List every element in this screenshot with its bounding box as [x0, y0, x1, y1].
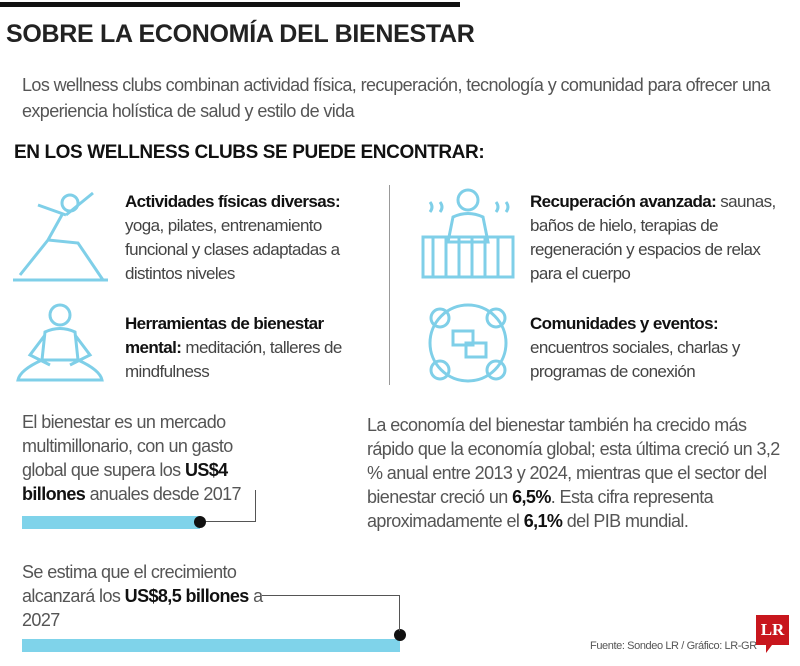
bar-marker — [194, 516, 206, 528]
lr-logo: LR — [756, 615, 789, 653]
leader-line — [262, 595, 400, 631]
feature-community: Comunidades y eventos: encuentros social… — [530, 314, 740, 381]
bar-4-trillion — [22, 516, 200, 529]
leader-line — [206, 490, 256, 522]
bar-8-5-trillion — [22, 639, 400, 652]
community-chat-icon — [428, 303, 508, 383]
bar-marker — [394, 629, 406, 641]
divider — [389, 185, 390, 385]
source-note: Fuente: Sondeo LR / Gráfico: LR-GR — [590, 640, 757, 652]
feature-mental: Herramientas de bienestar mental: medita… — [125, 314, 342, 381]
intro-text: Los wellness clubs combinan actividad fí… — [22, 75, 771, 121]
feature-recovery: Recuperación avanzada: saunas, baños de … — [530, 192, 776, 283]
page-title: SOBRE LA ECONOMÍA DEL BIENESTAR — [6, 20, 475, 48]
meditation-icon — [16, 303, 104, 382]
subheading: EN LOS WELLNESS CLUBS SE PUEDE ENCONTRAR… — [14, 142, 485, 163]
yoga-pose-icon — [13, 191, 108, 282]
growth-text: La economía del bienestar también ha cre… — [367, 415, 780, 531]
stat-projection: Se estima que el crecimiento alcanzará l… — [22, 562, 263, 630]
stat-current-market: El bienestar es un mercado multimillonar… — [22, 412, 242, 504]
feature-physical: Actividades físicas diversas: yoga, pila… — [125, 192, 341, 283]
top-rule — [0, 2, 460, 7]
sauna-person-icon — [421, 188, 515, 279]
